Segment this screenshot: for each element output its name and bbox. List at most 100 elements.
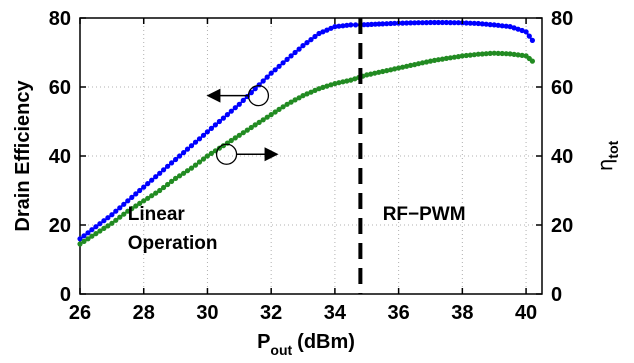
series-1-point xyxy=(137,187,143,194)
series-1-point xyxy=(376,21,382,27)
series-2-point xyxy=(300,93,306,99)
series-1-point xyxy=(113,208,119,214)
series-1-point xyxy=(161,167,167,173)
series-1-point xyxy=(105,215,111,221)
series-2-point xyxy=(228,137,234,144)
series-2-point xyxy=(280,104,286,110)
y-axis-label-right-sub: tot xyxy=(605,140,621,158)
series-2-point xyxy=(276,106,282,112)
arrow-right-icon xyxy=(264,147,279,162)
series-1-point xyxy=(89,227,95,233)
series-1-point xyxy=(475,20,481,27)
series-1-point xyxy=(332,24,338,30)
x-tick-label: 30 xyxy=(196,302,218,324)
series-1-point xyxy=(320,29,326,35)
series-2-point xyxy=(81,238,87,244)
series-1-point xyxy=(276,63,282,69)
series-1-point xyxy=(93,224,99,230)
series-2-point xyxy=(380,68,386,75)
series-1-point xyxy=(129,194,135,200)
series-layer xyxy=(77,19,536,247)
series-2-point xyxy=(208,150,214,156)
series-1-point xyxy=(117,205,123,211)
series-1-point xyxy=(328,25,334,31)
y-tick-label-right: 0 xyxy=(551,284,562,306)
y-axis-label-right-main: η xyxy=(593,159,617,172)
series-1-point xyxy=(312,33,318,40)
series-1-point xyxy=(495,22,501,28)
callout-layer xyxy=(206,84,279,165)
series-1-point xyxy=(260,78,266,84)
series-1-point xyxy=(340,23,346,29)
series-2-point xyxy=(141,198,147,204)
series-2-point xyxy=(320,84,326,90)
y-tick-label-right: 20 xyxy=(551,215,573,237)
series-1-point xyxy=(228,108,234,114)
series-1-point xyxy=(236,101,242,107)
series-1-point xyxy=(507,24,513,30)
series-2-point xyxy=(85,236,91,242)
series-1-point xyxy=(316,30,322,37)
series-1-point xyxy=(284,56,290,63)
series-2-point xyxy=(288,99,294,105)
series-1-point xyxy=(324,27,330,33)
series-1-point xyxy=(353,22,359,28)
series-2-point xyxy=(292,97,298,103)
series-2-point xyxy=(483,51,489,57)
series-1-point xyxy=(467,20,473,26)
series-1-point xyxy=(361,22,367,28)
series-2-point xyxy=(507,51,513,57)
series-1-point xyxy=(109,212,115,218)
series-1-point xyxy=(145,181,151,187)
callout-circle xyxy=(247,84,270,107)
series-2-point xyxy=(105,223,111,229)
x-axis-label-main: P xyxy=(257,331,270,353)
series-2-point xyxy=(519,52,525,59)
series-2-point xyxy=(125,208,131,214)
series-1-point xyxy=(157,170,163,176)
series-1-point xyxy=(149,177,155,183)
series-2-point xyxy=(121,211,127,217)
series-2-point xyxy=(153,190,159,196)
series-2-point xyxy=(129,206,135,212)
y-axis-label-right: ηtot xyxy=(593,140,621,171)
series-1-point xyxy=(232,105,238,111)
series-2-point xyxy=(515,52,521,58)
series-2-point xyxy=(447,55,453,61)
series-2-point xyxy=(232,135,238,141)
series-1-point xyxy=(511,25,517,31)
series-1-point xyxy=(443,19,449,26)
series-1-point xyxy=(463,20,469,26)
series-2-point xyxy=(439,56,445,62)
series-1-point xyxy=(308,37,314,43)
series-1-point xyxy=(240,97,246,103)
series-1-point xyxy=(423,20,430,26)
series-2-point xyxy=(236,132,242,138)
series-1-point xyxy=(196,136,203,142)
series-2-point xyxy=(376,69,382,75)
series-1-point xyxy=(529,37,536,44)
y-tick-label-left: 80 xyxy=(49,8,71,30)
series-2-point xyxy=(244,127,250,133)
series-2-point xyxy=(200,156,207,162)
series-1-point xyxy=(212,122,218,128)
series-1-point xyxy=(483,21,489,27)
series-1-point xyxy=(184,146,191,152)
series-1-point xyxy=(519,27,525,34)
series-2-point xyxy=(117,214,123,220)
series-1-point xyxy=(487,22,493,28)
series-1-point xyxy=(208,125,214,131)
series-2-point xyxy=(511,51,517,58)
series-2-point xyxy=(181,170,187,176)
series-2-point xyxy=(328,82,334,88)
series-1-point xyxy=(200,132,207,138)
series-2-point xyxy=(336,80,342,86)
series-2-point xyxy=(204,153,210,159)
series-1-point xyxy=(503,23,509,29)
series-2-point xyxy=(499,50,505,57)
series-2-point xyxy=(256,119,262,125)
series-2-point xyxy=(384,68,390,74)
series-1-point xyxy=(431,19,438,26)
series-1-point xyxy=(280,60,286,66)
